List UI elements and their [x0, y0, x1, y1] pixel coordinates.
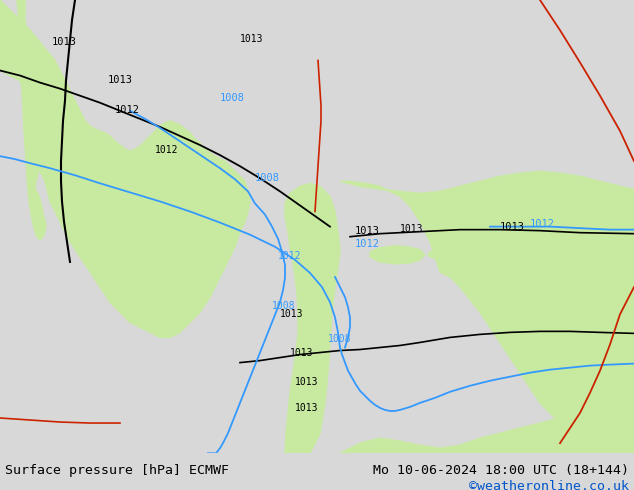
Polygon shape [285, 183, 340, 453]
Text: ©weatheronline.co.uk: ©weatheronline.co.uk [469, 480, 629, 490]
Text: 1012: 1012 [278, 251, 302, 261]
Text: 1013: 1013 [295, 377, 318, 387]
Text: 1013: 1013 [400, 223, 424, 234]
Polygon shape [340, 171, 634, 453]
Polygon shape [370, 246, 425, 264]
Text: 1013: 1013 [108, 74, 133, 85]
Text: 1008: 1008 [272, 301, 295, 311]
Text: 1008: 1008 [328, 335, 351, 344]
Text: 1013: 1013 [240, 34, 264, 44]
Polygon shape [340, 381, 634, 453]
Text: Mo 10-06-2024 18:00 UTC (18+144): Mo 10-06-2024 18:00 UTC (18+144) [373, 464, 629, 477]
Text: 1013: 1013 [280, 309, 304, 319]
Text: 1012: 1012 [530, 219, 555, 229]
Text: 1013: 1013 [52, 37, 77, 48]
Text: 1012: 1012 [115, 105, 140, 115]
Text: 1008: 1008 [255, 173, 280, 183]
Text: Surface pressure [hPa] ECMWF: Surface pressure [hPa] ECMWF [5, 464, 229, 477]
Polygon shape [17, 0, 46, 240]
Polygon shape [0, 0, 250, 338]
Text: 1013: 1013 [355, 226, 380, 236]
Text: 1013: 1013 [500, 221, 525, 232]
Text: 1008: 1008 [220, 93, 245, 103]
Text: 1013: 1013 [295, 403, 318, 413]
Polygon shape [428, 249, 460, 262]
Text: 1012: 1012 [155, 145, 179, 155]
Text: 1013: 1013 [290, 347, 313, 358]
Text: 1012: 1012 [355, 239, 380, 249]
